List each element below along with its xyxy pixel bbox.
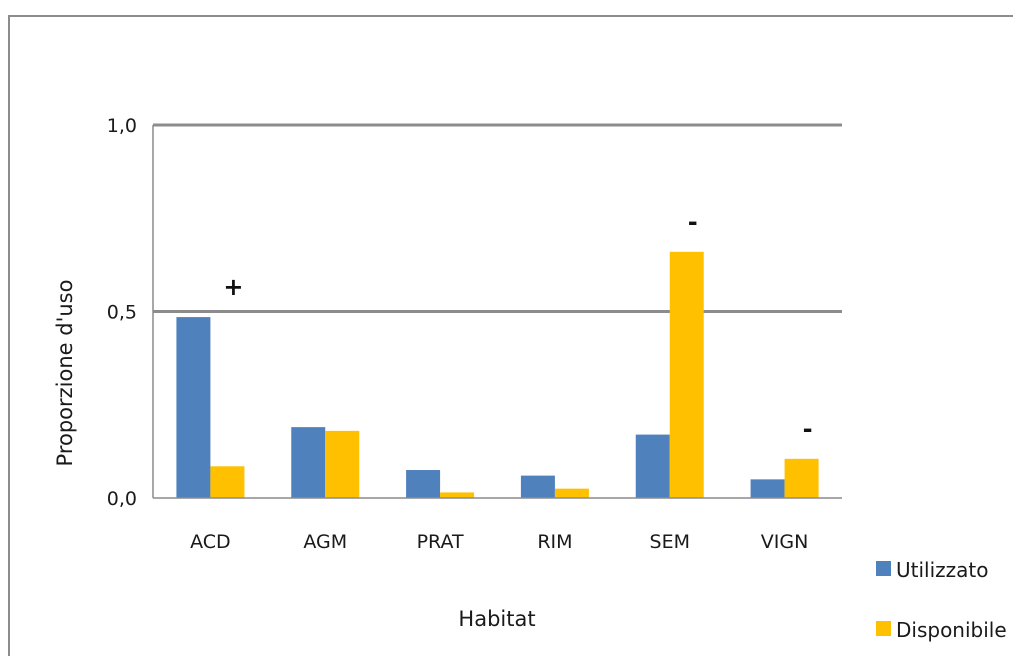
legend-swatch-disponibile [876, 621, 891, 636]
bar-sem-utilizzato [635, 434, 670, 498]
significance-mark: - [803, 415, 813, 443]
y-axis-title: Proporzione d'uso [53, 280, 77, 467]
bar-acd-utilizzato [176, 317, 211, 498]
bar-prat-utilizzato [406, 470, 441, 498]
legend-swatch-utilizzato [876, 561, 891, 576]
significance-mark: - [688, 208, 698, 236]
bar-agm-disponibile [325, 430, 360, 498]
bars [176, 251, 819, 498]
legend-label-disponibile: Disponibile [896, 618, 1007, 642]
x-tick-label: SEM [650, 531, 690, 553]
axes [152, 125, 842, 499]
labels: 0,0 0,5 1,0 ACD AGM PRAT RIM SEM VIGN + - - [107, 115, 813, 553]
legend: Utilizzato Disponibile [876, 558, 1007, 642]
gridlines [153, 123, 842, 313]
bar-vign-disponibile [784, 458, 819, 498]
chart-frame [8, 15, 1013, 656]
x-axis-title: Habitat [458, 607, 535, 631]
y-tick-label: 1,0 [107, 115, 137, 137]
bar-acd-disponibile [210, 466, 245, 498]
y-tick-label: 0,0 [107, 488, 137, 510]
bar-sem-disponibile [669, 251, 704, 498]
bar-rim-utilizzato [520, 475, 555, 498]
bar-rim-disponibile [554, 488, 589, 498]
bar-vign-utilizzato [750, 479, 785, 498]
x-tick-label: VIGN [761, 531, 809, 553]
x-tick-label: PRAT [417, 531, 464, 553]
bar-prat-disponibile [440, 492, 475, 498]
y-tick-label: 0,5 [107, 302, 137, 324]
bar-agm-utilizzato [291, 427, 326, 498]
x-tick-label: ACD [190, 531, 231, 553]
significance-mark: + [223, 273, 243, 301]
legend-label-utilizzato: Utilizzato [896, 558, 988, 582]
x-tick-label: AGM [303, 531, 347, 553]
x-tick-label: RIM [537, 531, 572, 553]
